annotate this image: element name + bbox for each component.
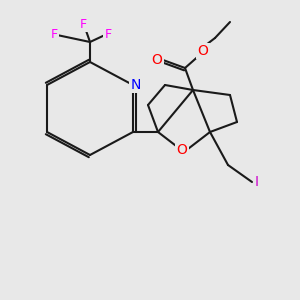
Text: O: O	[177, 143, 188, 157]
Text: I: I	[255, 175, 259, 189]
Text: O: O	[152, 53, 162, 67]
Text: N: N	[131, 78, 141, 92]
Text: F: F	[50, 28, 58, 41]
Text: O: O	[198, 44, 208, 58]
Text: F: F	[104, 28, 112, 41]
Text: F: F	[80, 17, 87, 31]
